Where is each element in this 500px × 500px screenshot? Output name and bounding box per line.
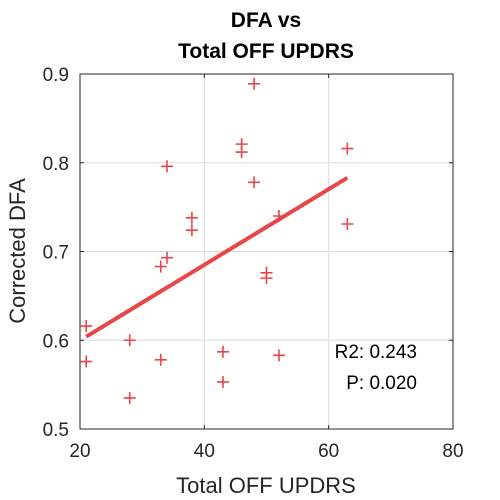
x-axis-label: Total OFF UPDRS [176,473,356,498]
data-point-marker [235,146,248,159]
data-point-marker [80,355,93,368]
data-point-marker [272,349,285,362]
data-point-marker [216,345,229,358]
p-annotation: P: 0.020 [346,373,417,394]
x-tick-label: 20 [69,441,90,462]
fit-line-group [85,176,349,339]
data-point-marker [161,251,174,264]
data-point-marker [248,77,261,90]
data-point-marker [248,176,261,189]
y-tick-label: 0.9 [43,65,69,86]
data-point-marker [185,211,198,224]
regression-line [85,176,349,339]
y-tick-label: 0.6 [43,331,69,352]
y-tick-label: 0.5 [43,420,69,441]
chart-title-line2: Total OFF UPDRS [178,40,354,63]
data-point-marker [161,160,174,173]
y-tick-label: 0.7 [43,243,69,264]
y-tick-label: 0.8 [43,154,69,175]
r2-annotation: R2: 0.243 [335,342,417,363]
x-tick-label: 40 [194,441,215,462]
data-point-marker [260,272,273,285]
chart-title-line1: DFA vs [231,9,301,32]
data-point-marker [80,320,93,333]
x-tick-label: 80 [442,441,463,462]
data-point-marker [341,217,354,230]
data-point-marker [154,353,167,366]
data-point-marker [123,391,136,404]
y-axis-label: Corrected DFA [5,178,30,324]
x-tick-label: 60 [318,441,339,462]
data-point-marker [341,142,354,155]
data-point-marker [154,260,167,273]
data-point-marker [123,334,136,347]
data-point-marker [216,375,229,388]
data-point-marker [185,224,198,237]
axis-ticks: 20 40 60 80 0.5 0.6 0.7 0.8 0.9 [43,65,464,462]
